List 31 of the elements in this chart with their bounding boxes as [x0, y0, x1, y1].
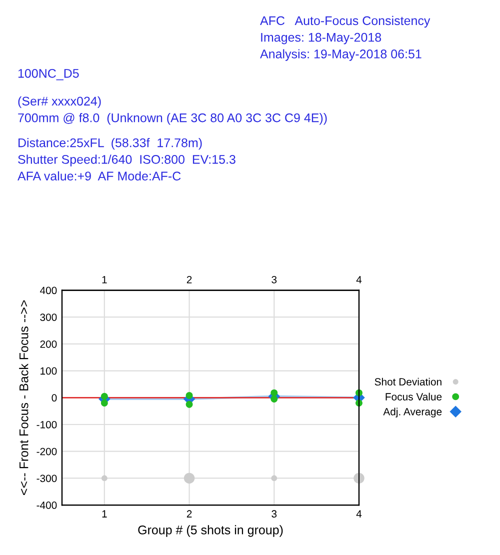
- y-tick-label: -300: [36, 474, 57, 482]
- text: Distance:25xFL (58.33f 17.78m): [18, 138, 202, 150]
- x2-tick-label: 1: [102, 276, 107, 284]
- y-tick-label: -100: [36, 421, 57, 428]
- text: 700mm @ f8.0 (Unknown (AE 3C 80 A0 3C 3C C9 4E)): [18, 113, 327, 125]
- text: (Ser# xxxx024): [18, 96, 101, 108]
- legend-label: Focus Value: [386, 392, 442, 400]
- x2-tick-label: 3: [272, 276, 277, 284]
- y-axis-title: <<-- Front Focus - Back Focus -->>: [19, 300, 28, 495]
- text: Analysis: 19-May-2018 06:51: [260, 49, 422, 61]
- x-tick-label: 3: [272, 510, 277, 518]
- y-tick-label: 100: [40, 367, 57, 375]
- x-tick-label: 2: [186, 510, 192, 518]
- text: AFA value:+9 AF Mode:AF-C: [18, 171, 181, 180]
- y-tick-label: 0: [52, 394, 57, 402]
- legend-label: Shot Deviation: [374, 378, 442, 386]
- legend-label: Adj. Average: [383, 408, 442, 418]
- x-tick-label: 1: [102, 510, 107, 518]
- y-tick-label: 200: [40, 340, 57, 348]
- x2-tick-label: 4: [356, 276, 362, 284]
- x2-tick-label: 2: [186, 276, 192, 284]
- text: 100NC_D5: [18, 68, 79, 80]
- y-tick-label: -200: [36, 448, 57, 456]
- x-axis-title: Group # (5 shots in group): [138, 525, 283, 537]
- y-tick-label: -400: [36, 502, 57, 509]
- text: Shutter Speed:1/640 ISO:800 EV:15.3: [18, 154, 236, 166]
- y-tick-label: 400: [40, 286, 57, 294]
- text: Images: 18-May-2018: [261, 32, 382, 44]
- x-tick-label: 4: [356, 510, 362, 518]
- chart-title: AFC Auto-Focus Consistency: [260, 16, 430, 28]
- y-tick-label: 300: [40, 314, 57, 321]
